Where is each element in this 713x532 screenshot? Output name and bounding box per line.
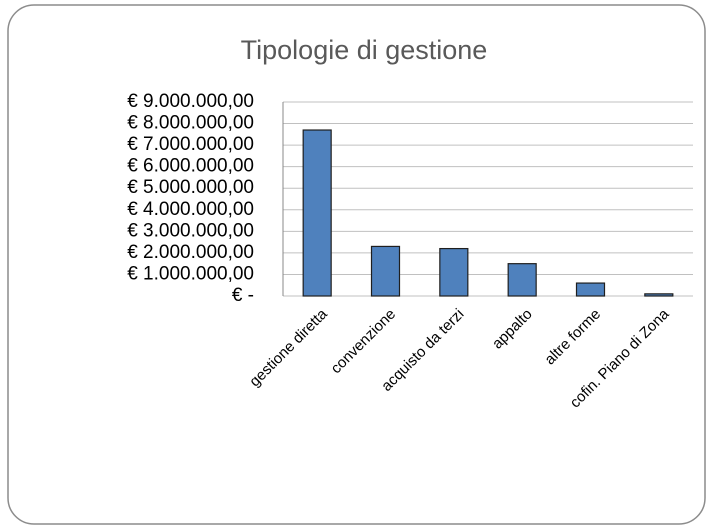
y-tick-label: € 5.000.000,00 — [127, 177, 254, 198]
y-tick-label: € 4.000.000,00 — [127, 199, 254, 220]
y-tick-label: € 2.000.000,00 — [127, 242, 254, 263]
y-tick-label: € 6.000.000,00 — [127, 156, 254, 177]
frame — [7, 4, 706, 525]
y-tick-label: € 7.000.000,00 — [127, 134, 254, 155]
y-tick-label: € 8.000.000,00 — [127, 113, 254, 134]
bar — [370, 245, 401, 297]
bar — [302, 129, 332, 297]
y-tick-label: € 1.000.000,00 — [127, 263, 254, 284]
bar — [575, 282, 606, 297]
bar — [439, 247, 469, 297]
y-tick-label: € 9.000.000,00 — [127, 91, 254, 112]
y-tick-label: € - — [232, 285, 254, 306]
bar — [507, 263, 537, 297]
chart-title: Tipologie di gestione — [241, 35, 488, 65]
y-tick-label: € 3.000.000,00 — [127, 220, 254, 241]
bar — [644, 293, 674, 297]
